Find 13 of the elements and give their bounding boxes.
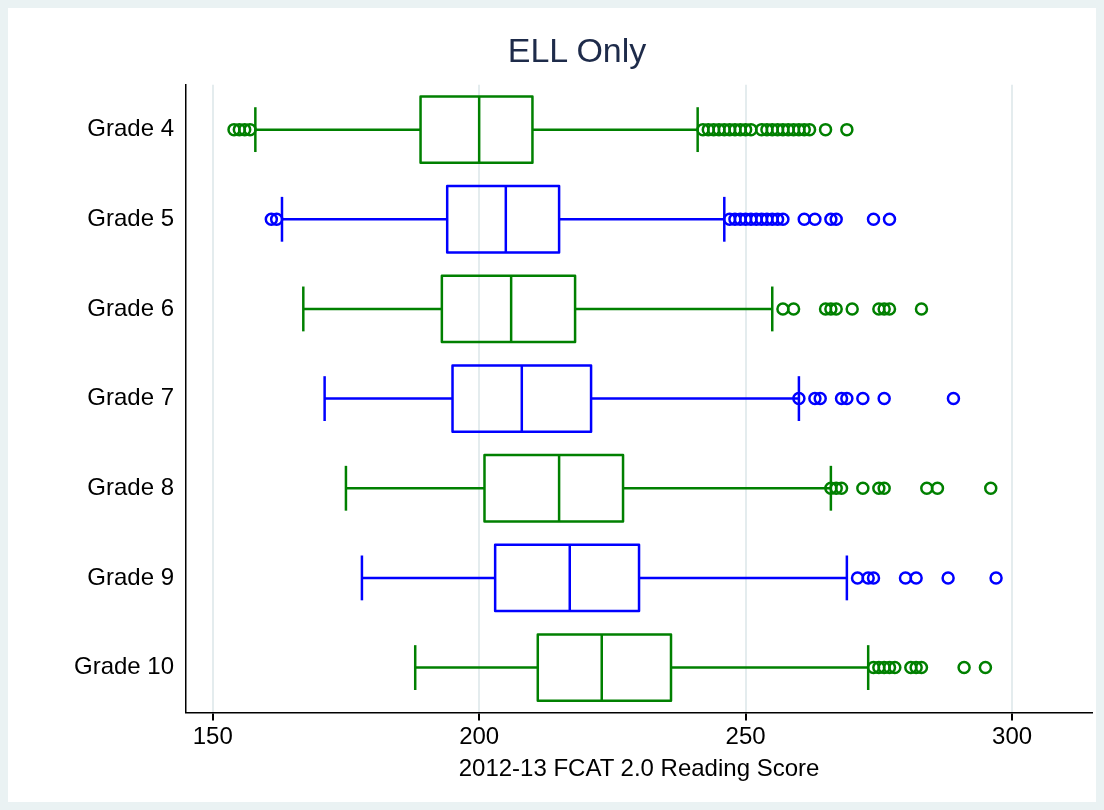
y-tick-label: Grade 8 — [87, 472, 175, 500]
y-tick-label: Grade 7 — [87, 383, 175, 411]
x-tick-label: 150 — [192, 722, 233, 750]
y-tick-label: Grade 10 — [73, 652, 175, 680]
y-tick-label: Grade 6 — [87, 293, 175, 321]
y-tick-label: Grade 9 — [87, 562, 175, 590]
y-tick-label: Grade 4 — [87, 114, 175, 142]
x-axis-title: 2012-13 FCAT 2.0 Reading Score — [458, 754, 820, 782]
chart-title: ELL Only — [507, 30, 647, 69]
x-tick-label: 300 — [992, 722, 1033, 750]
x-tick-label: 250 — [725, 722, 766, 750]
x-tick-label: 200 — [459, 722, 500, 750]
y-tick-label: Grade 5 — [87, 203, 175, 231]
